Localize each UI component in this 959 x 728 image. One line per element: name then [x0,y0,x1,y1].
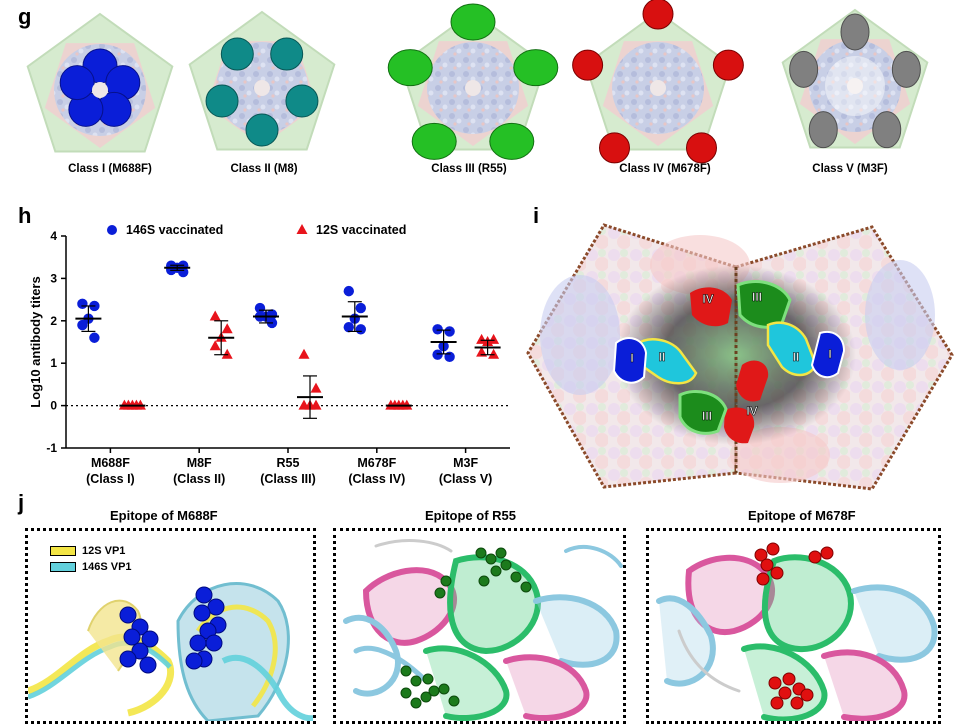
legend-swatch-12s [50,546,76,556]
category-label: R55 [277,456,300,470]
panel-letter-j: j [18,490,25,515]
legend-label: 12S vaccinated [316,223,406,237]
r55-ribbon [343,539,623,721]
category-label: (Class IV) [348,472,405,486]
class-region-label: IV [746,404,757,418]
data-point [221,323,233,334]
class-region-label: III [752,290,762,304]
y-axis-label: Log10 antibody titers [28,276,43,407]
data-point [488,348,500,359]
class-label-3: Class III (R55) [431,163,507,175]
y-tick-label: 2 [50,314,57,328]
structure-box-m678f [646,528,941,724]
vp1-overlay [28,582,313,721]
y-tick-label: 0 [50,399,57,413]
antibody-chart: -1 0 1 2 3 4 Log10 antibody titers M688F (Class … [28,223,510,486]
data-point [476,333,488,344]
panel-letter-h: h [18,203,32,228]
category-label: (Class I) [86,472,135,486]
data-point [343,321,354,333]
data-point [343,285,354,297]
epitope-title-m688f: Epitope of M688F [110,508,218,523]
data-point [209,340,221,351]
data-point [476,346,488,357]
data-point [310,399,322,410]
epitope-title-r55: Epitope of R55 [425,508,517,523]
class-label-2: Class II (M8) [230,163,298,175]
legend-marker [296,224,308,234]
category-label: (Class V) [439,472,493,486]
category-label: (Class II) [173,472,225,486]
data-point [221,348,233,359]
data-point [77,319,88,331]
category-label: (Class III) [260,472,316,486]
category-label: M678F [357,456,396,470]
capsid-images [26,0,929,164]
data-point [77,298,88,310]
structure-box-m688f: 12S VP1 146S VP1 [25,528,316,724]
y-tick-label: 1 [50,356,57,370]
capsid-1 [26,12,174,153]
data-point [355,324,366,335]
data-point [444,351,455,363]
class-region-label: III [702,409,712,423]
data-point [209,310,221,321]
y-tick-label: 3 [50,271,57,285]
vp1-legend: 12S VP1 146S VP1 [50,545,132,573]
class-label-4: Class IV (M678F) [619,163,711,175]
data-point [444,326,455,337]
class-region-label: I [828,347,831,361]
data-point [298,399,310,410]
legend-label-146s: 146S VP1 [82,561,132,573]
capsid-4 [572,0,744,164]
class-label-5: Class V (M3F) [812,163,888,175]
legend-label-12s: 12S VP1 [82,545,126,557]
m678f-ribbon [656,542,938,721]
panel-letter-g: g [18,4,32,29]
capsid-3 [387,3,559,160]
class-region-label: I [630,351,633,365]
capsid-2 [188,10,336,151]
data-point [488,333,500,344]
legend-marker [107,225,117,235]
class-region-label: II [659,350,666,364]
category-label: M688F [91,456,130,470]
category-label: M3F [453,456,478,470]
data-point [89,332,100,343]
structure-box-r55 [333,528,626,724]
class-region-label: II [793,350,800,364]
epitope-title-m678f: Epitope of M678F [748,508,856,523]
category-label: M8F [187,456,212,470]
capsid-5 [781,8,929,149]
class-label-1: Class I (M688F) [68,163,152,175]
legend-swatch-146s [50,562,76,572]
y-tick-label: -1 [46,441,57,455]
class-region-label: IV [702,292,713,306]
data-point [355,302,366,314]
data-point [178,266,189,278]
legend-label: 146S vaccinated [126,223,223,237]
data-point [432,349,443,360]
panel-letter-i: i [533,203,540,228]
data-point [432,324,443,335]
data-point [298,348,310,359]
data-point [310,382,322,393]
y-tick-label: 4 [50,229,57,243]
